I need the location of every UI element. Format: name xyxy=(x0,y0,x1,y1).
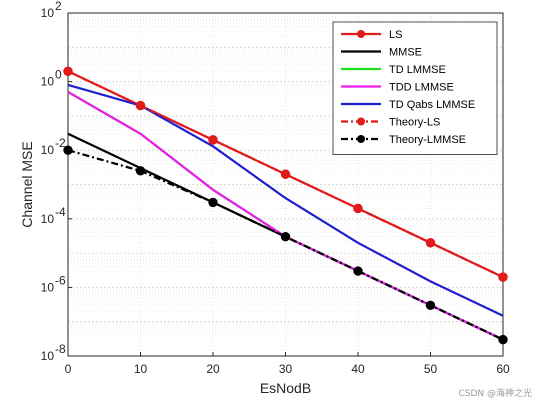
y-tick-exponent: 0 xyxy=(55,68,62,82)
legend-marker-5 xyxy=(357,117,365,126)
x-tick-label: 0 xyxy=(65,362,72,376)
legend-label-0: LS xyxy=(389,29,402,41)
series-point-5 xyxy=(280,169,291,179)
x-axis-ticks: 0 10 20 30 40 50 60 xyxy=(65,352,510,376)
y-tick-exponent: -4 xyxy=(55,205,66,219)
series-point-5 xyxy=(208,135,218,145)
series-point-5 xyxy=(63,66,73,76)
legend-label-2: TD LMMSE xyxy=(389,64,446,76)
series-point-6 xyxy=(498,334,508,345)
y-tick-label: 10 xyxy=(41,6,55,20)
series-point-6 xyxy=(63,145,73,155)
x-tick-label: 20 xyxy=(206,362,220,376)
legend-label-5: Theory-LS xyxy=(389,117,440,129)
legend-label-1: MMSE xyxy=(389,47,422,59)
x-axis-label: EsNodB xyxy=(260,380,311,396)
y-tick-label: 10 xyxy=(41,349,55,363)
legend-box xyxy=(332,21,498,155)
watermark-text: CSDN @海神之光 xyxy=(458,387,532,399)
legend-marker-6 xyxy=(357,135,365,143)
x-tick-label: 40 xyxy=(351,362,365,376)
y-tick-label: 10 xyxy=(41,280,55,294)
x-tick-label: 50 xyxy=(424,362,438,376)
y-axis-label: Channel MSE xyxy=(19,141,35,227)
series-group xyxy=(63,66,508,345)
legend: LS MMSE TD LMMSE TDD LMMSE TD Qabs LMMSE Theo… xyxy=(332,21,498,155)
series-point-6 xyxy=(280,232,291,242)
series-point-5 xyxy=(135,100,146,111)
series-point-5 xyxy=(425,238,436,248)
series-point-6 xyxy=(353,266,363,276)
y-tick-label: 10 xyxy=(41,75,55,89)
x-tick-label: 10 xyxy=(134,362,148,376)
y-tick-exponent: -2 xyxy=(55,136,66,150)
legend-marker-0 xyxy=(357,30,365,38)
y-tick-exponent: 2 xyxy=(55,0,62,13)
legend-label-6: Theory-LMMSE xyxy=(389,134,466,146)
y-tick-label: 10 xyxy=(41,143,55,157)
x-tick-label: 60 xyxy=(496,362,510,376)
series-point-6 xyxy=(425,300,436,311)
legend-label-4: TD Qabs LMMSE xyxy=(389,99,475,111)
series-point-6 xyxy=(208,197,218,208)
series-point-5 xyxy=(353,203,363,214)
x-tick-label: 30 xyxy=(279,362,293,376)
y-tick-exponent: -6 xyxy=(55,273,66,287)
series-point-6 xyxy=(135,166,146,176)
series-point-5 xyxy=(498,272,508,282)
legend-label-3: TDD LMMSE xyxy=(389,82,454,94)
y-tick-exponent: -8 xyxy=(55,342,66,356)
y-tick-label: 10 xyxy=(41,212,55,226)
